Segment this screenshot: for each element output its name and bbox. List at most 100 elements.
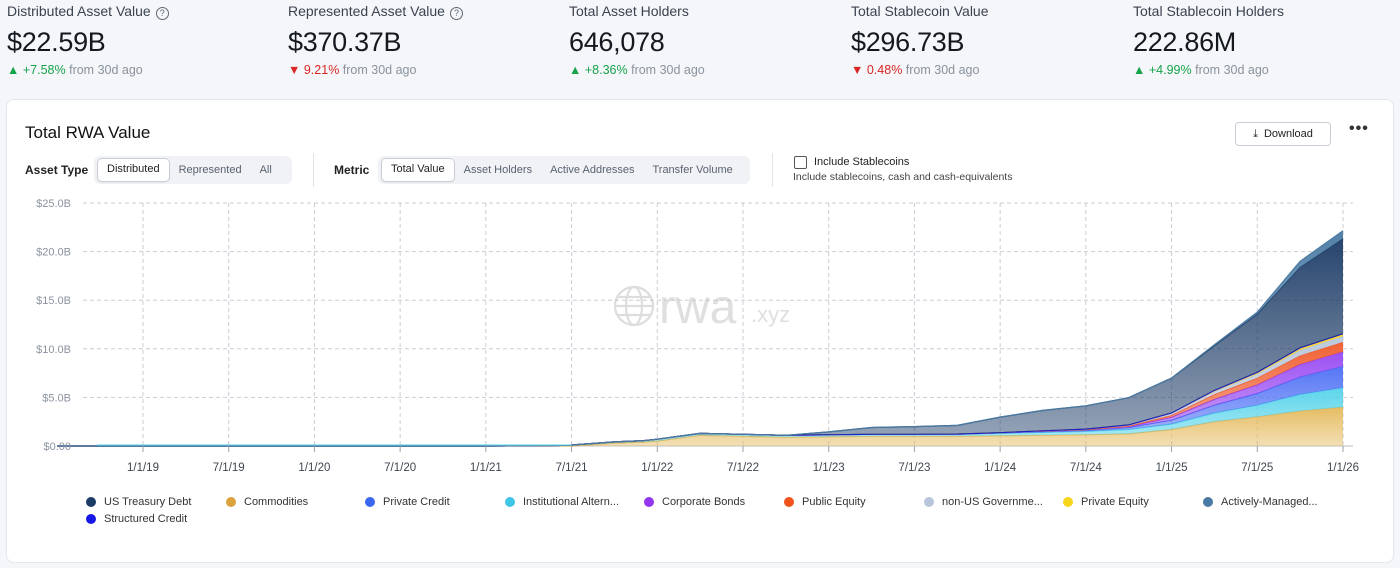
y-tick-label: $10.0B [36, 344, 71, 356]
stat-value: 222.86M [1133, 27, 1236, 57]
legend-label: Corporate Bonds [662, 496, 746, 508]
legend-label: Public Equity [802, 496, 866, 508]
chart-areas [57, 230, 1344, 447]
info-icon[interactable]: ? [449, 7, 463, 20]
legend-label: Private Equity [1081, 496, 1149, 508]
arrow-up-icon: ▲ [569, 63, 582, 77]
legend-item[interactable]: Structured Credit [86, 513, 187, 525]
stat-change: ▲ +7.58% [7, 63, 66, 77]
stat-change-period: from 30d ago [1195, 63, 1269, 77]
stat-distributed-asset-value: Distributed Asset Value? $22.59B ▲ +7.58… [7, 0, 277, 77]
metric-option-asset-holders[interactable]: Asset Holders [463, 164, 533, 176]
stat-label: Represented Asset Value [288, 3, 445, 19]
divider [313, 153, 314, 187]
legend-item[interactable]: Private Equity [1063, 496, 1149, 508]
x-tick-label: 7/1/20 [384, 462, 416, 474]
legend-dot-icon [505, 497, 515, 507]
area-commodities [57, 407, 1343, 446]
legend-label: Commodities [244, 496, 309, 508]
metric-option-total-value[interactable]: Total Value [381, 158, 455, 182]
legend-item[interactable]: non-US Governme... [924, 496, 1043, 508]
legend-label: non-US Governme... [942, 496, 1043, 508]
metric-option-transfer-volume[interactable]: Transfer Volume [652, 164, 733, 176]
x-tick-label: 1/1/20 [298, 462, 330, 474]
x-tick-label: 7/1/24 [1070, 462, 1103, 474]
asset-type-option-all[interactable]: All [259, 164, 272, 176]
stat-change: ▼ 0.48% [851, 63, 903, 77]
metric-selector: Total Value Asset Holders Active Address… [378, 156, 750, 184]
rwa-value-chart[interactable]: rwa .xyz $0.00 $5.0B $10.0B $15.0B $20.0B $25… [7, 100, 1393, 480]
stat-change: ▼ 9.21% [288, 63, 340, 77]
x-tick-label: 1/1/22 [641, 462, 673, 474]
metric-label: Metric [334, 163, 370, 177]
y-tick-label: $0.00 [43, 441, 71, 453]
area-institutional-alternative-funds [57, 387, 1343, 446]
legend-item[interactable]: Private Credit [365, 496, 450, 508]
stat-value: $296.73B [851, 27, 965, 57]
legend-item[interactable]: Actively-Managed... [1203, 496, 1318, 508]
legend-item[interactable]: Institutional Altern... [505, 496, 619, 508]
legend-dot-icon [1063, 497, 1073, 507]
legend-dot-icon [644, 497, 654, 507]
legend-dot-icon [86, 497, 96, 507]
more-options-icon[interactable]: ••• [1349, 120, 1369, 137]
y-tick-label: $15.0B [36, 295, 71, 307]
legend-label: Structured Credit [104, 513, 188, 525]
arrow-down-icon: ▼ [851, 63, 864, 77]
include-stablecoins-checkbox[interactable] [794, 156, 807, 169]
x-tick-label: 1/1/21 [470, 462, 502, 474]
stat-label: Total Asset Holders [569, 3, 689, 19]
metric-option-active-addresses[interactable]: Active Addresses [550, 164, 635, 176]
x-tick-label: 1/1/19 [127, 462, 159, 474]
stat-change-period: from 30d ago [631, 63, 705, 77]
area-us-treasury-debt [57, 238, 1343, 446]
download-icon: ⤓ [1253, 127, 1258, 140]
stat-value: 646,078 [569, 27, 665, 57]
x-tick-label: 7/1/22 [727, 462, 759, 474]
legend-dot-icon [365, 497, 375, 507]
stat-total-stablecoin-value: Total Stablecoin Value $296.73B ▼ 0.48% … [851, 0, 1121, 77]
legend-dot-icon [784, 497, 794, 507]
asset-type-option-distributed[interactable]: Distributed [97, 158, 170, 182]
legend-item[interactable]: US Treasury Debt [86, 496, 191, 508]
x-tick-label: 7/1/21 [556, 462, 588, 474]
watermark-suffix: .xyz [751, 302, 790, 327]
stat-represented-asset-value: Represented Asset Value? $370.37B ▼ 9.21… [288, 0, 558, 77]
arrow-up-icon: ▲ [7, 63, 20, 77]
chart-axes: $0.00 $5.0B $10.0B $15.0B $20.0B $25.0B 1/1/19… [36, 198, 1359, 474]
legend-dot-icon [86, 514, 96, 524]
legend-item[interactable]: Commodities [226, 496, 308, 508]
y-tick-label: $5.0B [42, 392, 71, 404]
stats-row: Distributed Asset Value? $22.59B ▲ +7.58… [0, 0, 1400, 96]
asset-type-selector: Distributed Represented All [94, 156, 292, 184]
legend-item[interactable]: Corporate Bonds [644, 496, 745, 508]
stat-value: $370.37B [288, 27, 402, 57]
chart-title: Total RWA Value [25, 123, 151, 142]
info-icon[interactable]: ? [155, 7, 169, 20]
x-tick-label: 7/1/19 [213, 462, 245, 474]
y-tick-label: $25.0B [36, 198, 71, 210]
stat-label: Distributed Asset Value [7, 3, 151, 19]
legend-label: Private Credit [383, 496, 450, 508]
stat-value: $22.59B [7, 27, 106, 57]
stat-change-period: from 30d ago [905, 63, 980, 77]
asset-type-option-represented[interactable]: Represented [178, 164, 242, 176]
x-tick-label: 7/1/25 [1241, 462, 1273, 474]
download-button[interactable]: ⤓ Download [1235, 122, 1331, 146]
stat-label: Total Stablecoin Holders [1133, 3, 1284, 19]
include-stablecoins-label[interactable]: Include Stablecoins [814, 156, 910, 168]
stat-total-stablecoin-holders: Total Stablecoin Holders 222.86M ▲ +4.99… [1133, 0, 1400, 77]
x-tick-label: 1/1/23 [813, 462, 845, 474]
legend-dot-icon [1203, 497, 1213, 507]
globe-icon [613, 285, 655, 327]
watermark: rwa .xyz [613, 281, 790, 334]
line-actively-managed-strategies [57, 230, 1344, 447]
legend-label: US Treasury Debt [104, 496, 192, 508]
include-stablecoins-description: Include stablecoins, cash and cash-equiv… [793, 171, 1013, 183]
asset-type-label: Asset Type [25, 163, 89, 177]
legend-dot-icon [924, 497, 934, 507]
stat-change: ▲ +8.36% [569, 63, 628, 77]
x-tick-label: 1/1/25 [1156, 462, 1188, 474]
legend-item[interactable]: Public Equity [784, 496, 866, 508]
stat-label: Total Stablecoin Value [851, 3, 989, 19]
